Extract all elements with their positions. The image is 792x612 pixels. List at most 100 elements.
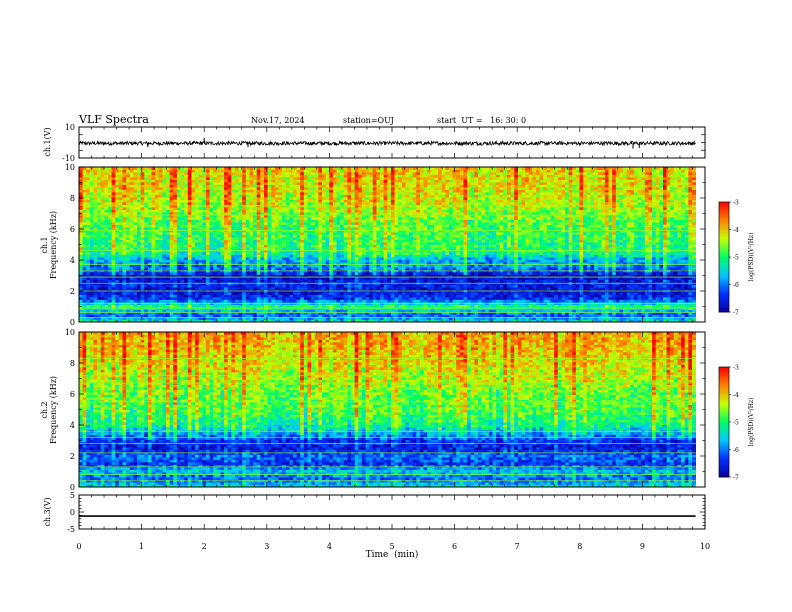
spectrogram-cell — [358, 199, 363, 203]
spectrogram-cell — [347, 237, 352, 240]
spectrogram-cell — [147, 219, 152, 223]
spectrogram-cell — [82, 222, 87, 225]
spectrogram-cell — [256, 247, 261, 250]
spectrogram-cell — [166, 194, 171, 198]
spectrogram-cell — [205, 257, 210, 260]
spectrogram-cell — [100, 219, 105, 223]
spectrogram-cell — [242, 279, 247, 283]
spectrogram-cell — [361, 312, 366, 315]
spectrogram-cell — [322, 179, 327, 183]
spectrogram-cell — [282, 187, 287, 190]
spectrogram-cell — [162, 287, 167, 290]
spectrogram-cell — [256, 287, 261, 290]
spectrogram-cell — [118, 172, 123, 175]
spectrogram-cell — [231, 259, 236, 263]
spectrogram-cell — [340, 317, 345, 320]
spectrogram-cell — [115, 287, 120, 290]
spectrogram-cell — [180, 234, 185, 238]
spectrogram-cell — [115, 232, 120, 235]
spectrogram-cell — [293, 259, 298, 263]
spectrogram-cell — [263, 242, 269, 245]
spectrogram-cell — [260, 197, 265, 200]
spectrogram-cell — [238, 197, 243, 200]
spectrogram-cell — [322, 312, 327, 315]
spectrogram-cell — [285, 267, 290, 270]
spectrogram-cell — [205, 174, 210, 178]
spectrogram-cell — [318, 299, 323, 303]
spectrogram-cell — [332, 297, 337, 300]
spectrogram-cell — [278, 312, 283, 315]
spectrogram-cell — [191, 247, 196, 250]
spectrogram-cell — [216, 224, 221, 228]
spectrogram-cell — [140, 189, 145, 193]
spectrogram-cell — [296, 287, 301, 290]
spectrogram-cell — [325, 307, 330, 310]
spectrogram-cell — [89, 257, 94, 260]
spectrogram-cell — [173, 317, 178, 320]
spectrogram-cell — [325, 212, 330, 215]
spectrogram-cell — [220, 189, 225, 193]
spectrogram-cell — [325, 227, 330, 230]
spectrogram-cell — [354, 187, 359, 190]
spectrogram-cell — [162, 174, 167, 178]
spectrogram-cell — [158, 217, 163, 220]
spectrogram-cell — [267, 179, 272, 183]
spectrogram-cell — [111, 267, 116, 270]
spectrogram-cell — [260, 222, 265, 225]
spectrogram-cell — [195, 277, 200, 280]
spectrogram-cell — [260, 254, 265, 258]
spectrogram-cell — [89, 192, 94, 195]
spectrogram-cell — [195, 214, 200, 218]
spectrogram-cell — [166, 244, 171, 248]
spectrogram-cell — [260, 297, 265, 300]
spectrogram-cell — [166, 279, 171, 283]
spectrogram-cell — [289, 319, 294, 323]
spectrogram-cell — [253, 267, 258, 270]
spectrogram-cell — [162, 292, 167, 295]
spectrogram-cell — [108, 312, 113, 315]
spectrogram-cell — [296, 262, 301, 265]
spectrogram-cell — [140, 297, 145, 300]
spectrogram-cell — [307, 182, 312, 185]
spectrogram-cell — [147, 239, 152, 243]
spectrogram-cell — [166, 242, 171, 245]
spectrogram-cell — [340, 174, 345, 178]
spectrogram-cell — [242, 294, 247, 298]
spectrogram-cell — [282, 262, 287, 265]
spectrogram-cell — [122, 242, 127, 245]
spectrogram-cell — [133, 222, 138, 225]
spectrogram-cell — [343, 259, 348, 263]
spectrogram-cell — [166, 212, 171, 215]
spectrogram-cell — [108, 169, 113, 173]
spectrogram-cell — [176, 192, 181, 195]
spectrogram-cell — [137, 312, 142, 315]
spectrogram-cell — [329, 189, 334, 193]
spectrogram-cell — [126, 244, 131, 248]
spectrogram-cell — [285, 239, 290, 243]
spectrogram-cell — [155, 317, 160, 320]
spectrogram-cell — [184, 262, 189, 265]
spectrogram-cell — [202, 227, 207, 230]
spectrogram-cell — [180, 314, 185, 318]
spectrogram-cell — [137, 174, 142, 178]
spectrogram-cell — [249, 192, 254, 195]
spectrogram-cell — [111, 312, 116, 315]
spectrogram-cell — [336, 177, 341, 180]
spectrogram-cell — [195, 287, 200, 290]
spectrogram-cell — [318, 224, 323, 228]
spectrogram-cell — [314, 264, 319, 268]
spectrogram-cell — [115, 222, 120, 225]
spectrogram-cell — [289, 277, 294, 280]
spectrogram-cell — [282, 184, 287, 188]
spectrogram-cell — [329, 237, 334, 240]
spectrogram-cell — [307, 167, 312, 170]
spectrogram-cell — [122, 262, 127, 265]
spectrogram-cell — [180, 242, 185, 245]
spectrogram-cell — [89, 207, 94, 210]
spectrogram-cell — [278, 187, 283, 190]
spectrogram-cell — [303, 292, 308, 295]
spectrogram-cell — [213, 169, 218, 173]
spectrogram-cell — [314, 254, 319, 258]
spectrogram-cell — [118, 272, 123, 275]
spectrogram-cell — [176, 312, 181, 315]
